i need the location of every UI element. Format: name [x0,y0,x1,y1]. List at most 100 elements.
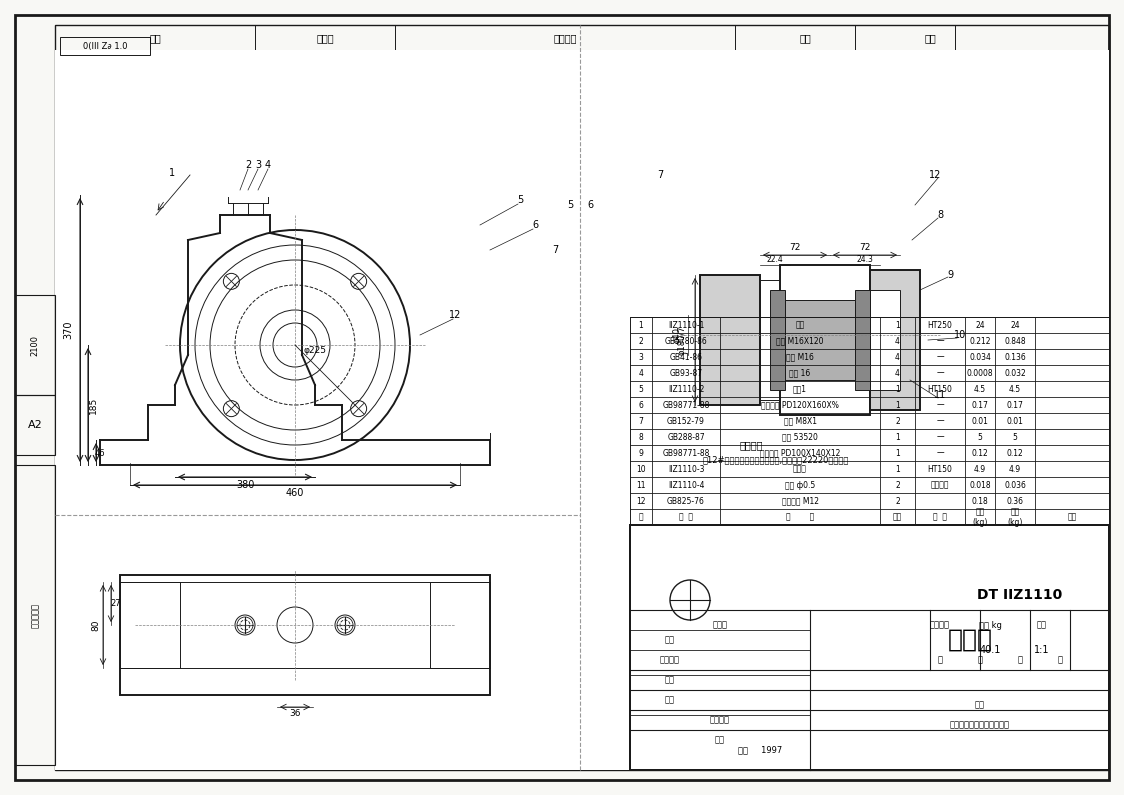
Text: 材  料: 材 料 [933,513,948,522]
Text: 0.01: 0.01 [1007,417,1024,425]
Text: 夹钢板底: 夹钢板底 [931,480,950,490]
Text: 0.18: 0.18 [971,497,988,506]
Text: HT150: HT150 [927,385,952,394]
Text: GB5780-86: GB5780-86 [664,336,707,346]
Text: 5: 5 [978,432,982,441]
Text: GB98771-88: GB98771-88 [662,401,709,409]
Text: 72: 72 [789,242,800,251]
Text: 1: 1 [895,464,900,474]
Text: 7: 7 [638,417,643,425]
Bar [760,280,780,400]
Text: 12: 12 [448,310,461,320]
Text: 日期     1997: 日期 1997 [737,746,782,754]
Text: 0.17: 0.17 [1007,401,1024,409]
Text: —: — [936,369,944,378]
Text: 2: 2 [638,336,643,346]
Text: 5: 5 [638,385,643,394]
Text: 比例: 比例 [1037,621,1046,630]
Text: GB41-86: GB41-86 [670,352,702,362]
Text: HT250: HT250 [927,320,952,329]
Text: 4: 4 [895,369,900,378]
Text: 72: 72 [860,242,871,251]
Text: 7: 7 [552,245,559,255]
Text: 0.12: 0.12 [971,448,988,457]
Text: 380: 380 [236,480,254,490]
Text: 0.136: 0.136 [1004,352,1026,362]
Text: 6: 6 [638,401,643,409]
Text: 毡垫 ф0.5: 毡垫 ф0.5 [785,480,815,490]
Text: 0.12: 0.12 [1007,448,1023,457]
Text: 11: 11 [636,480,646,490]
Text: 制图: 制图 [715,735,725,744]
Text: 技术要求: 技术要求 [740,440,763,450]
Text: 4.9: 4.9 [1009,464,1021,474]
Text: 图纸输入: 图纸输入 [710,716,729,724]
Text: 1: 1 [895,320,900,329]
Bar [870,290,900,390]
Text: IIZ1110-3: IIZ1110-3 [668,464,705,474]
Bar [700,275,760,405]
Text: 座体: 座体 [796,320,805,329]
Text: 9: 9 [946,270,953,280]
Text: 5: 5 [1013,432,1017,441]
Text: 2: 2 [245,160,251,170]
Text: 1: 1 [895,432,900,441]
Bar [55,25,1109,50]
Text: 5: 5 [566,200,573,210]
Text: 0(III Z∂ 1.0: 0(III Z∂ 1.0 [83,41,127,51]
Text: 0.018: 0.018 [969,480,991,490]
Bar [15,295,55,395]
Text: IIZ1110-2: IIZ1110-2 [668,385,705,394]
Bar [15,465,55,765]
Text: 名        称: 名 称 [786,513,814,522]
Text: 螺栓 M16X120: 螺栓 M16X120 [777,336,824,346]
Text: 4: 4 [265,160,271,170]
Text: 2100: 2100 [30,335,39,355]
Text: 5: 5 [517,195,523,205]
Text: 40.1: 40.1 [979,645,1000,655]
Text: 修改内容: 修改内容 [553,33,577,43]
Bar [120,582,180,668]
Text: 24: 24 [976,320,985,329]
Text: 图纸文件号: 图纸文件号 [30,603,39,627]
Text: 单重
(kg): 单重 (kg) [972,507,988,527]
Text: 张: 张 [978,656,982,665]
Text: 2: 2 [895,480,900,490]
Text: 重量 kg: 重量 kg [979,621,1001,630]
Text: 1:1: 1:1 [1034,645,1050,655]
Text: 4: 4 [638,369,643,378]
Text: 27: 27 [110,599,121,607]
Bar [855,290,870,390]
Text: φ40: φ40 [672,327,681,343]
Text: 轴承 53520: 轴承 53520 [782,432,818,441]
Text: 36: 36 [289,708,301,718]
Text: 4: 4 [895,352,900,362]
Text: —: — [936,352,944,362]
Text: 10: 10 [954,330,967,340]
Text: 单件: 单件 [975,700,985,709]
Text: 合同号: 合同号 [713,621,727,630]
Bar [780,265,870,415]
Text: 1: 1 [895,448,900,457]
Text: GB288-87: GB288-87 [668,432,705,441]
Text: 垫圈 16: 垫圈 16 [789,369,810,378]
Text: DT IIZ1110: DT IIZ1110 [978,588,1062,602]
Text: 备注: 备注 [1068,513,1077,522]
Bar [430,582,490,668]
Text: 数量: 数量 [892,513,903,522]
Text: 80: 80 [91,619,100,630]
Text: 0.212: 0.212 [969,336,990,346]
Text: GB152-79: GB152-79 [667,417,705,425]
Text: 0.848: 0.848 [1004,336,1026,346]
Bar [629,525,1109,770]
Text: 46: 46 [94,448,106,457]
Text: 4: 4 [895,336,900,346]
Text: 0.032: 0.032 [1004,369,1026,378]
Text: 工艺会审: 工艺会审 [660,656,680,665]
Bar [15,395,55,455]
Text: 图样标记: 图样标记 [930,621,950,630]
Text: 7: 7 [656,170,663,180]
Text: 核查: 核查 [665,676,676,684]
Text: 张: 张 [1058,656,1062,665]
Text: 用12#半圆锁紧平键将轴承固定,轴承型号22220不得更换: 用12#半圆锁紧平键将轴承固定,轴承型号22220不得更换 [702,456,850,464]
